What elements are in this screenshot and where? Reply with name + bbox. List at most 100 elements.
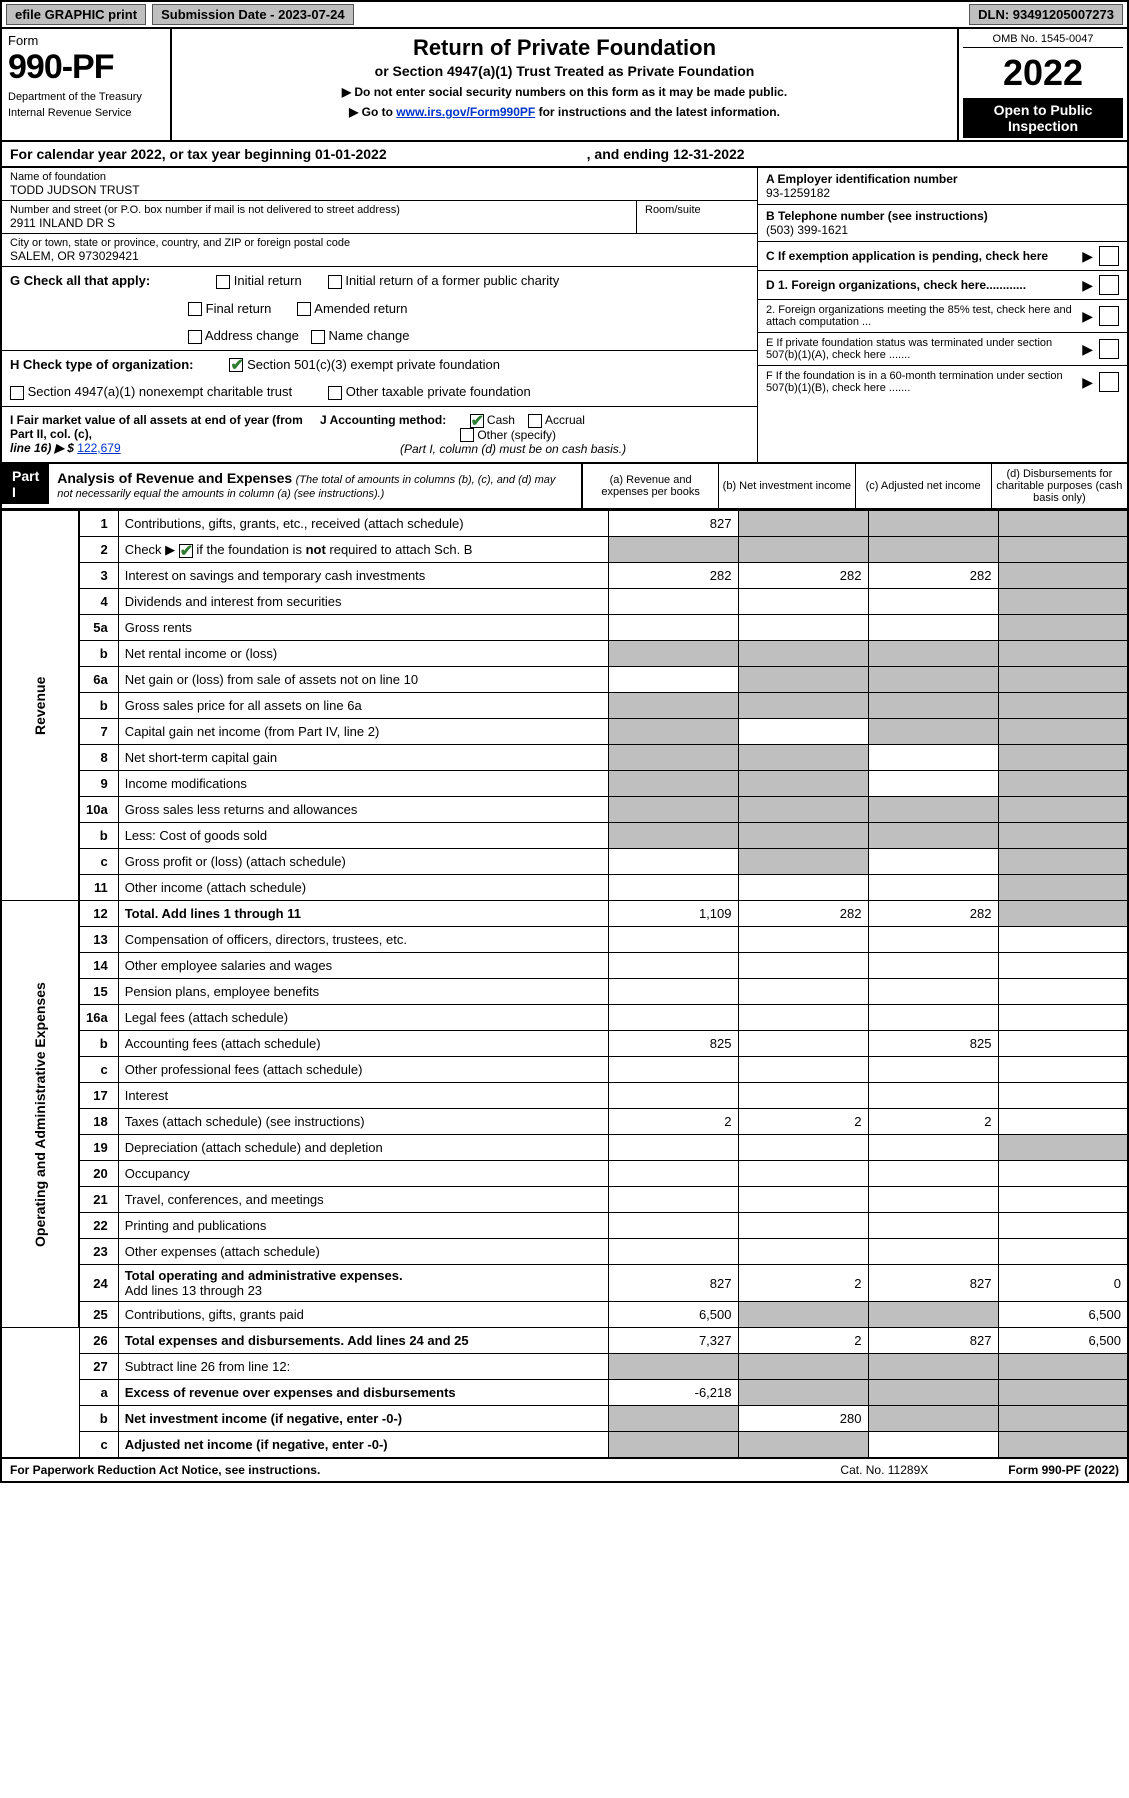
d2-checkbox[interactable]	[1099, 306, 1119, 326]
arrow-icon: ▶	[1082, 308, 1093, 325]
opt-other-taxable: Other taxable private foundation	[346, 384, 531, 399]
cb-amended[interactable]	[297, 302, 311, 316]
line-label: Other professional fees (attach schedule…	[118, 1057, 608, 1083]
table-row: cGross profit or (loss) (attach schedule…	[1, 849, 1128, 875]
table-row: 26Total expenses and disbursements. Add …	[1, 1328, 1128, 1354]
header-left: Form 990-PF Department of the Treasury I…	[2, 29, 172, 140]
line-label: Adjusted net income (if negative, enter …	[118, 1432, 608, 1458]
table-row: Operating and Administrative Expenses 12…	[1, 901, 1128, 927]
cb-initial-return[interactable]	[216, 275, 230, 289]
amt-d: 0	[998, 1265, 1128, 1302]
amt-a: 827	[608, 511, 738, 537]
part1-desc: Analysis of Revenue and Expenses (The to…	[49, 464, 581, 506]
line-label: Taxes (attach schedule) (see instruction…	[118, 1109, 608, 1135]
cb-cash[interactable]	[470, 414, 484, 428]
line-num: 27	[79, 1354, 118, 1380]
address-value: 2911 INLAND DR S	[10, 216, 628, 230]
line-num: 5a	[79, 615, 118, 641]
i-label: I Fair market value of all assets at end…	[10, 413, 303, 441]
foundation-name-label: Name of foundation	[10, 171, 749, 183]
table-row: 21Travel, conferences, and meetings	[1, 1187, 1128, 1213]
city-value: SALEM, OR 973029421	[10, 249, 749, 263]
line-num: 7	[79, 719, 118, 745]
line-label: Total. Add lines 1 through 11	[118, 901, 608, 927]
line-label: Dividends and interest from securities	[118, 589, 608, 615]
fmv-link[interactable]: 122,679	[77, 441, 120, 455]
cb-sch-b[interactable]	[179, 544, 193, 558]
line-num: 19	[79, 1135, 118, 1161]
table-row: 11Other income (attach schedule)	[1, 875, 1128, 901]
d1-cell: D 1. Foreign organizations, check here..…	[758, 271, 1127, 300]
line-num: 21	[79, 1187, 118, 1213]
f-cell: F If the foundation is in a 60-month ter…	[758, 366, 1127, 398]
section-j: J Accounting method: Cash Accrual Other …	[312, 407, 757, 463]
e-checkbox[interactable]	[1099, 339, 1119, 359]
paperwork-notice: For Paperwork Reduction Act Notice, see …	[10, 1463, 320, 1477]
line-label: Gross profit or (loss) (attach schedule)	[118, 849, 608, 875]
opt-initial-former: Initial return of a former public charit…	[345, 273, 559, 288]
line-label: Income modifications	[118, 771, 608, 797]
dln: DLN: 93491205007273	[969, 4, 1123, 25]
line-num: b	[79, 823, 118, 849]
col-a-header: (a) Revenue and expenses per books	[582, 464, 718, 508]
amt-d: 6,500	[998, 1302, 1128, 1328]
room-suite: Room/suite	[637, 201, 757, 233]
line-label: Accounting fees (attach schedule)	[118, 1031, 608, 1057]
line-label: Compensation of officers, directors, tru…	[118, 927, 608, 953]
goto-pre: ▶ Go to	[349, 105, 396, 119]
foundation-name: TODD JUDSON TRUST	[10, 183, 749, 197]
open-public: Open to Public Inspection	[963, 98, 1123, 138]
d1-checkbox[interactable]	[1099, 275, 1119, 295]
i-line16: line 16) ▶ $	[10, 441, 74, 455]
amt-a: 825	[608, 1031, 738, 1057]
amt-a: 7,327	[608, 1328, 738, 1354]
line-label: Gross sales price for all assets on line…	[118, 693, 608, 719]
line-num: 9	[79, 771, 118, 797]
amt-c: 282	[868, 901, 998, 927]
foundation-name-cell: Name of foundation TODD JUDSON TRUST	[2, 168, 757, 201]
efile-print-button[interactable]: efile GRAPHIC print	[6, 4, 146, 25]
opt-cash: Cash	[487, 413, 515, 427]
table-row: 18Taxes (attach schedule) (see instructi…	[1, 1109, 1128, 1135]
d2-cell: 2. Foreign organizations meeting the 85%…	[758, 300, 1127, 333]
cb-501c3[interactable]	[229, 358, 243, 372]
phone-label: B Telephone number (see instructions)	[766, 209, 1119, 223]
line-num: 2	[79, 537, 118, 563]
cb-name-change[interactable]	[311, 330, 325, 344]
omb-number: OMB No. 1545-0047	[963, 31, 1123, 48]
table-row: 16aLegal fees (attach schedule)	[1, 1005, 1128, 1031]
table-row: 24Total operating and administrative exp…	[1, 1265, 1128, 1302]
table-row: 22Printing and publications	[1, 1213, 1128, 1239]
line-label: Interest	[118, 1083, 608, 1109]
table-row: 17Interest	[1, 1083, 1128, 1109]
line-num: 26	[79, 1328, 118, 1354]
amt-c: 825	[868, 1031, 998, 1057]
cb-accrual[interactable]	[528, 414, 542, 428]
form-title: Return of Private Foundation	[182, 35, 947, 61]
table-row: 27Subtract line 26 from line 12:	[1, 1354, 1128, 1380]
cb-4947[interactable]	[10, 386, 24, 400]
opt-other: Other (specify)	[477, 428, 556, 442]
irs-link[interactable]: www.irs.gov/Form990PF	[396, 105, 535, 119]
f-label: F If the foundation is in a 60-month ter…	[766, 370, 1082, 394]
cb-other-taxable[interactable]	[328, 386, 342, 400]
expenses-side-label: Operating and Administrative Expenses	[1, 901, 79, 1328]
amt-c: 2	[868, 1109, 998, 1135]
line-num: 11	[79, 875, 118, 901]
c-checkbox[interactable]	[1099, 246, 1119, 266]
amt-b: 282	[738, 901, 868, 927]
cb-address-change[interactable]	[188, 330, 202, 344]
table-row: bNet rental income or (loss)	[1, 641, 1128, 667]
cb-initial-former[interactable]	[328, 275, 342, 289]
c-label: C If exemption application is pending, c…	[766, 249, 1048, 263]
f-checkbox[interactable]	[1099, 372, 1119, 392]
cb-final-return[interactable]	[188, 302, 202, 316]
cb-other-method[interactable]	[460, 428, 474, 442]
table-row: 3 Interest on savings and temporary cash…	[1, 563, 1128, 589]
line-num: 4	[79, 589, 118, 615]
line-num: 25	[79, 1302, 118, 1328]
part1-table: Revenue 1 Contributions, gifts, grants, …	[0, 510, 1129, 1459]
line-num: b	[79, 1031, 118, 1057]
amt-a: -6,218	[608, 1380, 738, 1406]
arrow-icon: ▶	[1082, 277, 1093, 294]
